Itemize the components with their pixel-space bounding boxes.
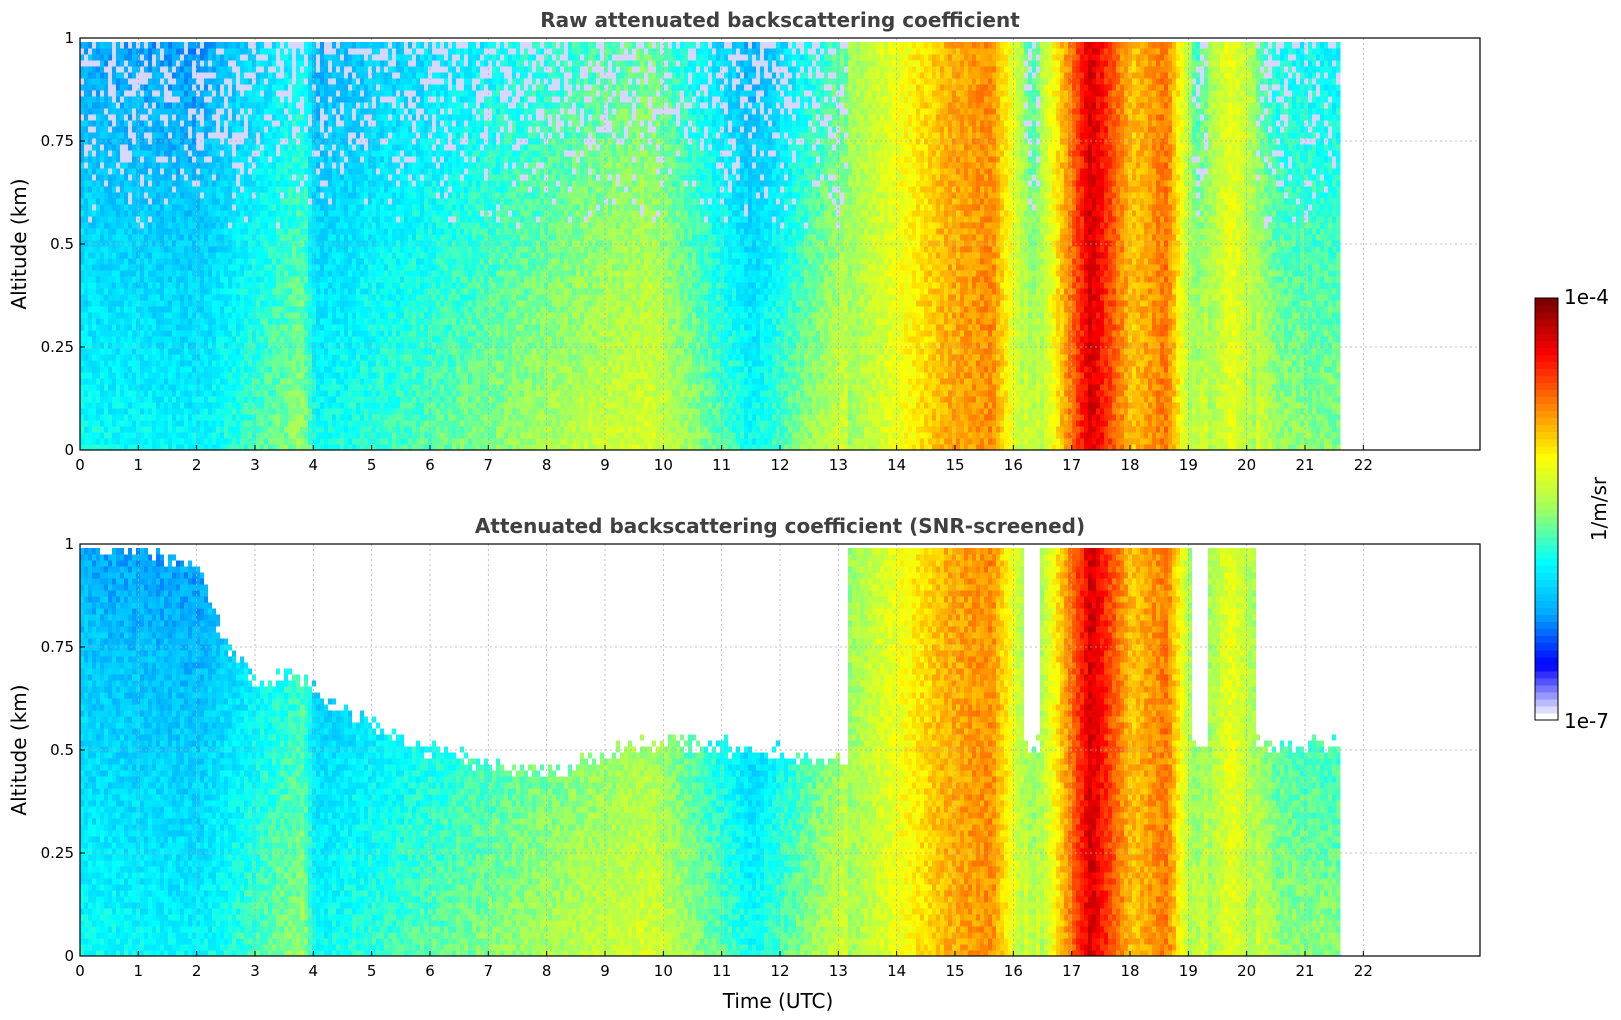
x-tick-label: 0 [75,962,85,980]
x-tick-label: 21 [1295,456,1314,474]
x-tick-label: 5 [367,962,377,980]
y-tick-label: 0.5 [50,741,74,759]
x-tick-label: 15 [945,962,964,980]
y-axis-label: Altitude (km) [7,684,31,815]
x-tick-label: 7 [484,456,494,474]
x-tick-label: 1 [134,962,144,980]
colorbar-max-label: 1e-4 [1564,285,1609,309]
x-tick-label: 19 [1179,456,1198,474]
x-tick-label: 6 [425,962,435,980]
x-tick-label: 22 [1354,456,1373,474]
heatmap-cells [80,42,1341,451]
colorbar-min-label: 1e-7 [1564,709,1609,733]
x-tick-label: 20 [1237,456,1256,474]
y-tick-label: 1 [64,535,74,553]
x-tick-label: 18 [1120,456,1139,474]
colorbar: 1e-4 1e-7 1/m/sr [1534,285,1611,733]
y-tick-label: 0 [64,441,74,459]
x-tick-label: 22 [1354,962,1373,980]
x-tick-label: 10 [654,962,673,980]
y-tick-label: 0.5 [50,235,74,253]
panel-1: Raw attenuated backscattering coefficien… [7,8,1481,474]
x-tick-label: 18 [1120,962,1139,980]
x-tick-label: 12 [770,456,789,474]
x-tick-label: 13 [829,962,848,980]
x-tick-label: 8 [542,456,552,474]
grid [79,37,1480,451]
x-tick-label: 7 [484,962,494,980]
x-tick-label: 4 [309,962,319,980]
y-tick-label: 0.75 [41,132,74,150]
x-tick-label: 5 [367,456,377,474]
x-tick-label: 14 [887,456,906,474]
x-tick-label: 1 [134,456,144,474]
x-tick-label: 11 [712,456,731,474]
x-tick-label: 17 [1062,962,1081,980]
x-tick-label: 11 [712,962,731,980]
x-tick-label: 14 [887,962,906,980]
y-tick-label: 1 [64,29,74,47]
x-tick-label: 17 [1062,456,1081,474]
x-tick-label: 12 [770,962,789,980]
x-tick-label: 9 [600,962,610,980]
x-tick-label: 20 [1237,962,1256,980]
panel-2: Attenuated backscattering coefficient (S… [7,514,1481,1013]
x-tick-label: 10 [654,456,673,474]
x-tick-label: 2 [192,962,202,980]
y-axis-label: Altitude (km) [7,178,31,309]
x-tick-label: 6 [425,456,435,474]
y-tick-label: 0 [64,947,74,965]
y-tick-label: 0.75 [41,638,74,656]
x-tick-label: 3 [250,456,260,474]
x-tick-label: 15 [945,456,964,474]
x-tick-label: 3 [250,962,260,980]
panel-title: Raw attenuated backscattering coefficien… [540,8,1020,32]
x-axis-label: Time (UTC) [722,989,834,1013]
x-tick-label: 13 [829,456,848,474]
x-tick-label: 9 [600,456,610,474]
y-tick-label: 0.25 [41,844,74,862]
x-tick-label: 4 [309,456,319,474]
heatmap-cells [80,548,1341,957]
x-tick-label: 16 [1004,456,1023,474]
colorbar-unit-label: 1/m/sr [1587,476,1611,541]
x-tick-label: 8 [542,962,552,980]
y-tick-label: 0.25 [41,338,74,356]
panel-title: Attenuated backscattering coefficient (S… [475,514,1085,538]
x-tick-label: 0 [75,456,85,474]
x-tick-label: 21 [1295,962,1314,980]
x-tick-label: 16 [1004,962,1023,980]
x-tick-label: 2 [192,456,202,474]
x-tick-label: 19 [1179,962,1198,980]
